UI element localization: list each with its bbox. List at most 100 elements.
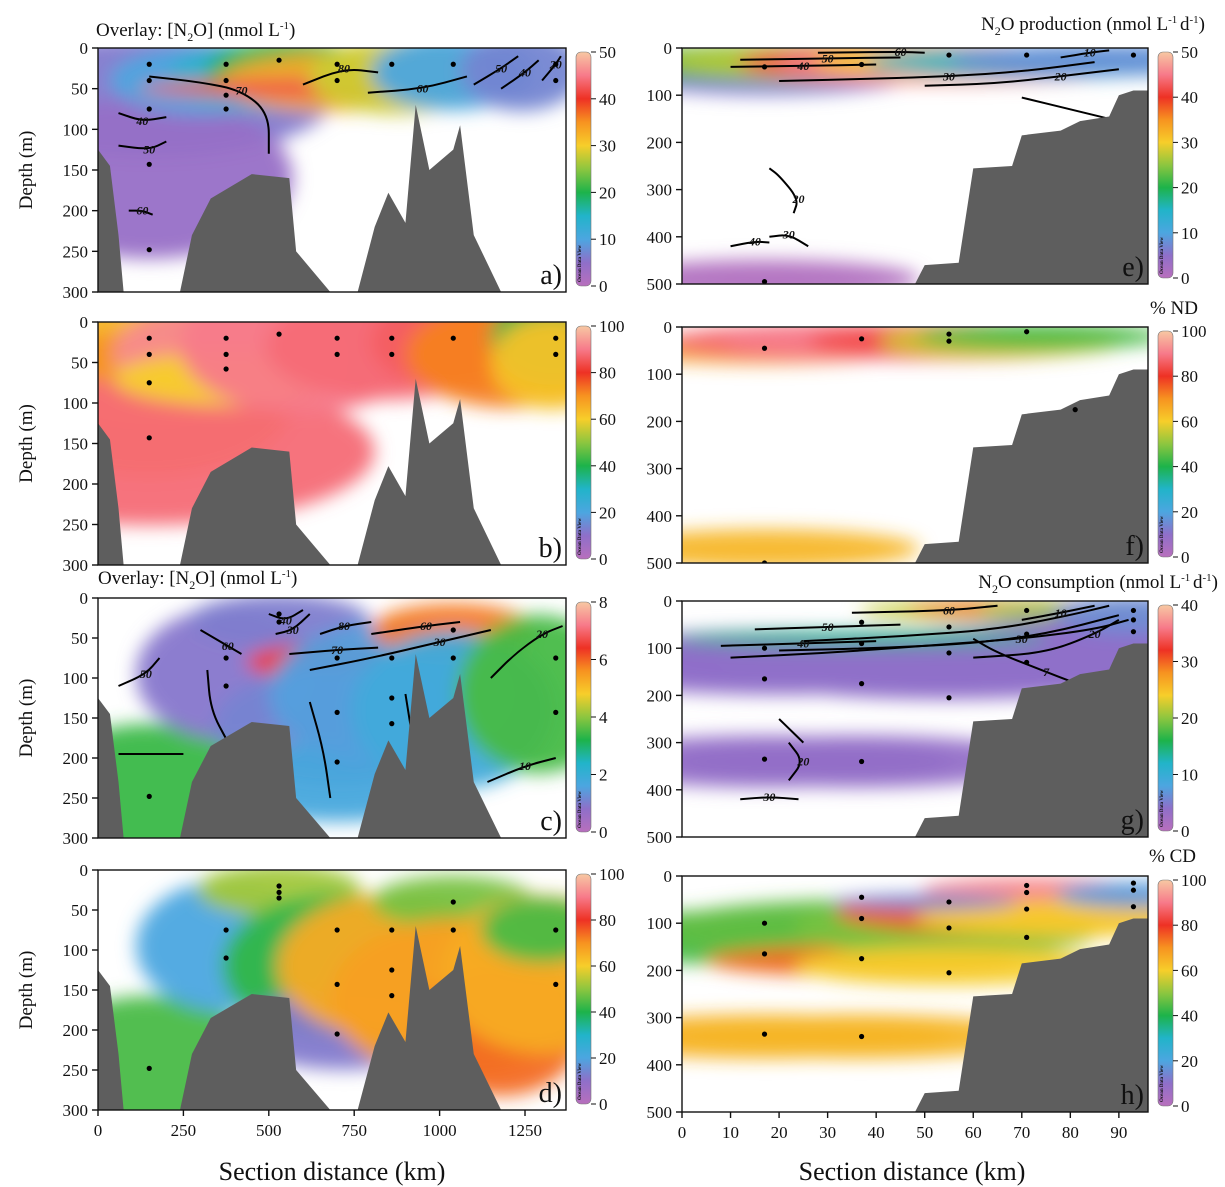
x-tick-label: 70 <box>1013 1123 1030 1142</box>
y-tick-label: 100 <box>63 394 89 413</box>
field-cell <box>831 894 1018 910</box>
y-axis-label: Depth (m) <box>16 404 37 483</box>
station-dot <box>450 655 456 661</box>
panel-e-title: N2O production (nmol L-1 d-1) <box>981 14 1205 38</box>
data-field: 708060405060504020 <box>98 48 566 292</box>
contour-line <box>118 112 167 121</box>
contour-line <box>778 718 805 744</box>
station-dot <box>946 338 952 344</box>
station-dot <box>334 927 340 933</box>
y-tick-label: 200 <box>63 1021 89 1040</box>
station-dot <box>761 279 768 284</box>
color-field <box>682 48 1148 284</box>
plot-frame <box>681 600 1149 838</box>
y-tick-label: 300 <box>63 829 89 848</box>
contour-label: 70 <box>235 83 247 97</box>
colorbar <box>1157 51 1174 279</box>
panel-letter: c) <box>540 806 562 837</box>
station-dot <box>859 956 865 962</box>
contour-line <box>779 614 1120 652</box>
station-dot <box>1024 329 1030 335</box>
colorbar-tick-label: 100 <box>1181 322 1207 341</box>
station-dot <box>223 927 229 933</box>
contour-line <box>740 56 901 61</box>
colorbar-tick-label: 40 <box>1181 1007 1198 1026</box>
station-dot <box>859 640 865 647</box>
y-tick-label: 400 <box>647 1056 673 1075</box>
station-dot <box>859 61 865 68</box>
station-dot <box>389 335 395 341</box>
y-tick-label: 0 <box>664 318 673 337</box>
y-tick-label: 500 <box>647 275 673 294</box>
station-dot <box>334 1031 340 1037</box>
panel-letter: b) <box>539 533 562 564</box>
station-dot <box>859 1033 865 1040</box>
contour-label: 60 <box>894 45 906 59</box>
station-dot <box>389 721 395 727</box>
y-tick-label: 50 <box>71 80 88 99</box>
contour-line <box>803 604 1110 643</box>
contour-label: 7 <box>1043 665 1050 679</box>
station-dot <box>389 695 395 701</box>
station-dot <box>1072 407 1078 413</box>
y-tick-label: 0 <box>80 861 89 880</box>
colorbar-tick-label: 50 <box>599 43 616 62</box>
station-dot <box>946 899 952 905</box>
contour-line <box>720 640 877 647</box>
colorbar <box>575 873 592 1105</box>
contour-line <box>309 629 492 671</box>
station-dot <box>761 345 768 351</box>
x-tick-label: 0 <box>94 1121 103 1140</box>
contour-label: 20 <box>535 627 548 641</box>
contour-line <box>500 59 540 90</box>
bathymetry <box>98 104 502 292</box>
contour-line <box>817 51 925 54</box>
contour-label: 50 <box>143 143 155 157</box>
colorbar-tick-label: 30 <box>1181 133 1198 152</box>
station-dot <box>334 335 340 341</box>
station-dot <box>276 889 282 896</box>
contour-label: 50 <box>822 620 834 634</box>
y-tick-label: 300 <box>63 1101 89 1120</box>
data-field <box>682 877 1148 1112</box>
colorbar-tick-label: 8 <box>599 593 608 612</box>
contour-line <box>768 167 798 214</box>
station-dot <box>1130 607 1137 614</box>
station-dot <box>553 77 559 84</box>
station-dot <box>859 915 865 922</box>
bathymetry <box>915 369 1148 563</box>
panel-g-title: N2O consumption (nmol L-1 d-1) <box>978 572 1218 596</box>
x-tick-label: 500 <box>256 1121 282 1140</box>
station-dot <box>146 106 152 112</box>
station-dot <box>146 161 152 167</box>
station-dot <box>450 927 456 933</box>
station-dot <box>553 335 559 341</box>
colorbar-tick-label: 80 <box>599 364 616 383</box>
color-field <box>98 322 566 526</box>
y-tick-label: 150 <box>63 161 89 180</box>
contour-line <box>851 604 998 614</box>
station-dot <box>946 970 952 976</box>
y-tick-label: 0 <box>664 39 673 58</box>
station-dot <box>859 758 865 765</box>
y-tick-label: 200 <box>63 202 89 221</box>
field-cell <box>682 259 920 284</box>
station-dot <box>1024 889 1030 896</box>
y-tick-label: 250 <box>63 516 89 535</box>
y-tick-label: 250 <box>63 1061 89 1080</box>
y-tick-label: 100 <box>63 120 89 139</box>
contour-label: 20 <box>792 192 805 206</box>
contour-line <box>319 621 372 635</box>
station-dot <box>946 624 952 630</box>
x-tick-label: 60 <box>965 1123 982 1142</box>
panel-letter: e) <box>1122 252 1144 283</box>
y-tick-label: 0 <box>80 39 89 58</box>
colorbar-tick-label: 100 <box>1181 871 1207 890</box>
colorbar-tick-label: 100 <box>599 865 625 884</box>
contour-line <box>1060 49 1110 59</box>
colorbar-tick-label: 0 <box>599 277 608 296</box>
colorbar <box>1157 879 1174 1107</box>
contour-line <box>199 629 242 655</box>
